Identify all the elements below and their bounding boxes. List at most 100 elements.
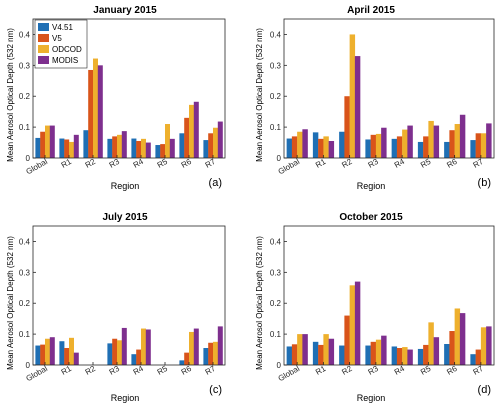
bar [407, 125, 413, 158]
x-tick-label: R3 [108, 157, 122, 170]
panel-april: April 2015 (b) Region Mean Aerosol Optic… [255, 5, 495, 191]
bar [69, 141, 74, 158]
bar [40, 344, 46, 365]
bar [454, 124, 461, 158]
x-tick-label: R4 [132, 157, 146, 170]
bar [433, 125, 440, 158]
x-tick-label: R2 [84, 364, 98, 377]
bar [169, 138, 175, 158]
bar [155, 145, 161, 158]
bar [40, 131, 46, 158]
bar [59, 138, 65, 158]
x-tick-label: R6 [445, 364, 459, 377]
bar [213, 341, 218, 365]
bar [49, 337, 55, 365]
panel-title: July 2015 [102, 212, 147, 223]
x-tick-label: R4 [132, 364, 146, 377]
x-tick-label: R5 [156, 364, 170, 377]
panel-october: October 2015 (d) Region Mean Aerosol Opt… [255, 212, 495, 403]
bar [454, 308, 461, 365]
y-axis-label: Mean Aerosol Optical Depth (532 nm) [6, 28, 15, 162]
bar [286, 138, 293, 158]
y-tick-label: 0.2 [270, 92, 282, 101]
bar [59, 341, 65, 365]
y-tick-label: 0 [277, 154, 282, 163]
bar [402, 129, 408, 158]
bar [328, 141, 335, 158]
bar [291, 136, 298, 158]
bar [323, 334, 329, 365]
bar [217, 326, 223, 365]
bar [69, 337, 74, 365]
legend-swatch [38, 23, 49, 31]
bar [312, 341, 319, 365]
y-axis-label: Mean Aerosol Optical Depth (532 nm) [255, 28, 264, 162]
bar [64, 139, 70, 158]
bar [208, 133, 214, 158]
bar [35, 137, 41, 158]
legend-entry: V4.51 [52, 23, 73, 32]
legend: V4.51 V5 ODCOD MODIS [34, 19, 88, 69]
bar [88, 69, 94, 158]
bar [486, 123, 492, 158]
bar [396, 348, 403, 365]
bar [83, 130, 89, 158]
bar [375, 133, 382, 158]
bar [145, 142, 151, 158]
bar [423, 344, 429, 365]
y-axis-label: Mean Aerosol Optical Depth (532 nm) [6, 236, 15, 370]
bar [365, 139, 371, 158]
bar [407, 349, 413, 365]
axes-frame [283, 225, 495, 366]
bar [433, 337, 440, 365]
legend-entry: V5 [52, 34, 62, 43]
y-tick-label: 0.4 [270, 237, 282, 246]
bar [297, 334, 303, 365]
bar [93, 58, 98, 158]
bar [117, 134, 122, 158]
axes-frame [32, 225, 226, 366]
bar [381, 335, 387, 365]
panel-label: (c) [209, 384, 222, 396]
bar [213, 127, 218, 158]
bar [339, 131, 345, 158]
bar [449, 130, 455, 158]
bar [112, 338, 118, 365]
bar [64, 348, 70, 365]
bar [475, 133, 482, 158]
bar [312, 132, 319, 158]
panel-label: (b) [478, 177, 491, 189]
bar [208, 342, 214, 365]
bar [365, 345, 371, 365]
bar [179, 360, 185, 365]
x-tick-label: R4 [393, 364, 407, 377]
bar [35, 345, 41, 365]
x-tick-label: R5 [156, 157, 170, 170]
bar [297, 131, 303, 158]
y-tick-label: 0.1 [19, 330, 31, 339]
bar [381, 127, 387, 158]
panel-july: July 2015 (c) Region Mean Aerosol Optica… [6, 212, 226, 403]
bar [354, 281, 361, 365]
bar [193, 101, 199, 158]
legend-entry: ODCOD [52, 45, 82, 54]
bar [475, 349, 482, 365]
x-axis-label: Region [357, 181, 386, 191]
bar [391, 346, 398, 365]
bar [165, 124, 170, 158]
bar [318, 138, 324, 158]
bar [444, 141, 450, 158]
x-tick-label: R6 [180, 364, 194, 377]
y-tick-label: 0.4 [19, 237, 31, 246]
bar [339, 345, 345, 365]
bar [344, 315, 350, 365]
x-axis-label: Region [357, 393, 386, 403]
bar [449, 331, 455, 365]
bar [121, 327, 127, 365]
y-tick-label: 0.1 [270, 330, 282, 339]
x-tick-label: R7 [204, 364, 218, 377]
bar [136, 349, 142, 365]
bar [145, 329, 151, 365]
legend-swatch [38, 56, 49, 64]
